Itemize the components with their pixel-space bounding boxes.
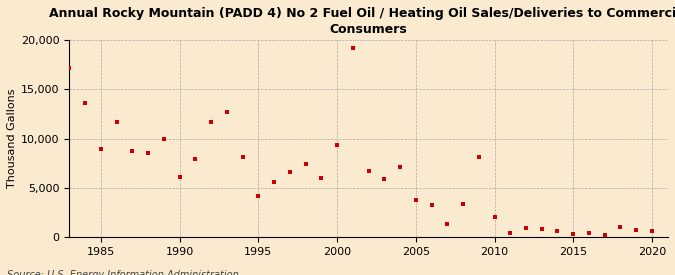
Point <box>442 221 453 226</box>
Point <box>426 203 437 207</box>
Point <box>537 227 547 232</box>
Point <box>111 120 122 124</box>
Point <box>143 151 154 156</box>
Point <box>348 46 358 50</box>
Point <box>473 155 484 160</box>
Point <box>127 149 138 154</box>
Point <box>458 202 468 206</box>
Title: Annual Rocky Mountain (PADD 4) No 2 Fuel Oil / Heating Oil Sales/Deliveries to C: Annual Rocky Mountain (PADD 4) No 2 Fuel… <box>49 7 675 36</box>
Point <box>379 177 389 181</box>
Point <box>190 157 200 161</box>
Point <box>631 228 642 233</box>
Point <box>568 232 578 236</box>
Point <box>284 170 295 174</box>
Point <box>615 225 626 230</box>
Point <box>520 226 531 231</box>
Point <box>159 136 169 141</box>
Point <box>647 229 657 233</box>
Point <box>174 175 185 179</box>
Point <box>80 101 90 105</box>
Point <box>489 214 500 219</box>
Point <box>300 162 311 166</box>
Point <box>331 142 342 147</box>
Point <box>253 194 264 198</box>
Point <box>584 231 595 236</box>
Point <box>237 155 248 160</box>
Point <box>269 180 279 184</box>
Point <box>206 120 217 124</box>
Point <box>363 169 374 174</box>
Text: Source: U.S. Energy Information Administration: Source: U.S. Energy Information Administ… <box>7 271 238 275</box>
Point <box>395 165 406 169</box>
Point <box>552 229 563 233</box>
Point <box>410 198 421 202</box>
Point <box>316 176 327 180</box>
Point <box>505 231 516 236</box>
Point <box>64 65 75 70</box>
Point <box>96 147 107 152</box>
Point <box>599 233 610 238</box>
Y-axis label: Thousand Gallons: Thousand Gallons <box>7 89 17 188</box>
Point <box>221 110 232 114</box>
